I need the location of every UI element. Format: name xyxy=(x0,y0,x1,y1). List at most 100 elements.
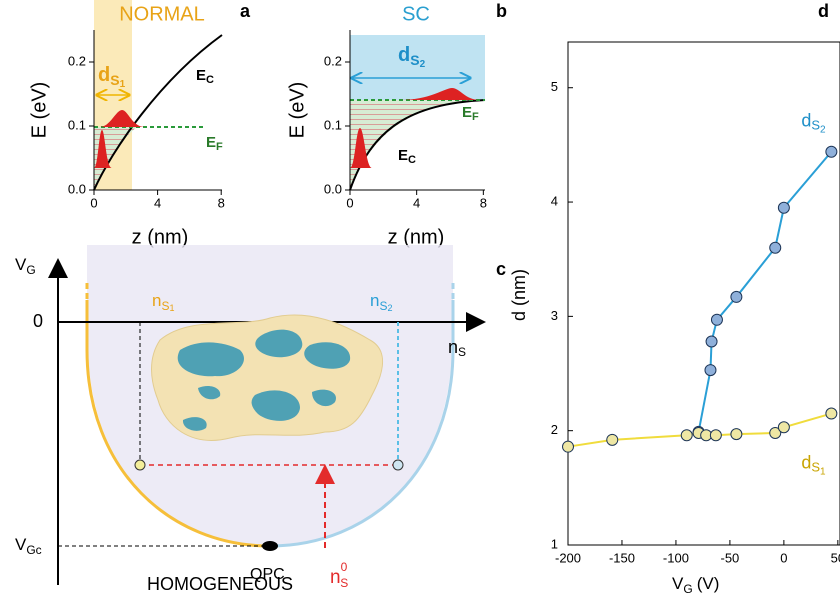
y-axis-label: d (nm) xyxy=(509,269,529,321)
ef-label: EF xyxy=(462,104,479,123)
text: V xyxy=(15,535,27,554)
figure: NORMAL dS1 EC EF z (nm) E (eV) a SC dS2 … xyxy=(0,0,840,605)
point xyxy=(607,434,618,445)
point xyxy=(710,430,721,441)
text: S xyxy=(340,576,348,590)
panel-b: SC dS2 EC EF z (nm) E (eV) b xyxy=(286,1,507,249)
text: S xyxy=(379,299,387,313)
text: E xyxy=(462,104,472,121)
point xyxy=(731,291,742,302)
series-line xyxy=(699,152,832,432)
vgc-label: VGc xyxy=(15,535,42,557)
y-tick-label: 0.1 xyxy=(324,117,342,132)
text: 1 xyxy=(820,466,826,477)
x-tick-label: 8 xyxy=(218,195,225,210)
text: 2 xyxy=(420,59,426,70)
panel-letter: b xyxy=(496,1,507,21)
panel-d: d (nm) VG(V) d xyxy=(509,1,840,596)
ef-label: EF xyxy=(206,134,223,153)
point xyxy=(563,441,574,452)
point xyxy=(711,314,722,325)
panel-title: SC xyxy=(402,3,430,25)
text: d xyxy=(398,44,410,66)
point xyxy=(826,146,837,157)
x-tick-label: 8 xyxy=(480,195,487,210)
text: d xyxy=(801,110,811,130)
y-tick-label: 0.2 xyxy=(324,53,342,68)
text: d xyxy=(801,452,811,472)
text: 1 xyxy=(120,79,126,90)
x-tick-label: 0 xyxy=(90,195,97,210)
y-axis-label: E (eV) xyxy=(286,82,308,139)
page: {"chart_data": [ {"panel": "a", "type": … xyxy=(0,0,840,605)
y-tick-label: 0.2 xyxy=(68,53,86,68)
text: 2 xyxy=(820,124,826,135)
point xyxy=(135,460,145,470)
x-tick-label: -200 xyxy=(555,550,581,565)
ec-label: EC xyxy=(398,147,416,166)
y-tick-label: 0.0 xyxy=(68,181,86,196)
x-axis-label: z (nm) xyxy=(132,226,189,248)
x-tick-label: -100 xyxy=(663,550,689,565)
text: Gc xyxy=(26,543,41,557)
text: 0 xyxy=(341,560,348,574)
y-tick-label: 5 xyxy=(551,79,558,94)
y-tick-label: 0.1 xyxy=(68,117,86,132)
text: F xyxy=(216,141,223,153)
y-tick-label: 4 xyxy=(551,193,558,208)
y-axis-label: E (eV) xyxy=(28,82,50,139)
y-tick-label: 1 xyxy=(551,536,558,551)
point xyxy=(778,202,789,213)
x-tick-label: 4 xyxy=(154,195,161,210)
point xyxy=(778,422,789,433)
text: S xyxy=(811,118,820,133)
puddle xyxy=(178,342,244,376)
text: n xyxy=(448,337,458,357)
vg-label: VG xyxy=(15,255,36,277)
point xyxy=(770,242,781,253)
text: S xyxy=(410,52,419,68)
x-tick-label: -50 xyxy=(721,550,740,565)
y-tick-label: 3 xyxy=(551,308,558,323)
point xyxy=(706,336,717,347)
panel-a: NORMAL dS1 EC EF z (nm) E (eV) a xyxy=(28,0,251,248)
panel-letter: d xyxy=(818,1,829,21)
point xyxy=(731,429,742,440)
point xyxy=(705,365,716,376)
x-tick-label: 0 xyxy=(346,195,353,210)
x-tick-label: 0 xyxy=(780,550,787,565)
caption: HOMOGENEOUS xyxy=(147,574,293,594)
qpc-point xyxy=(262,541,278,551)
panel-letter: c xyxy=(496,259,506,279)
text: C xyxy=(408,154,416,166)
text: n xyxy=(152,291,161,310)
text: d xyxy=(98,64,110,86)
text: (V) xyxy=(697,574,720,593)
panel-letter: a xyxy=(240,1,251,21)
y-tick-label: 2 xyxy=(551,422,558,437)
text: F xyxy=(472,111,479,123)
text: G xyxy=(26,263,35,277)
text: n xyxy=(370,291,379,310)
x-tick-label: 50 xyxy=(831,550,840,565)
x-axis-label: z (nm) xyxy=(388,226,445,248)
text: n xyxy=(330,567,341,588)
n0-label: n0 S xyxy=(330,560,348,590)
x-tick-label: 4 xyxy=(413,195,420,210)
text: S xyxy=(811,460,820,475)
series-label: dS2 xyxy=(801,110,826,135)
text: 1 xyxy=(169,303,174,313)
text: S xyxy=(161,299,169,313)
x-tick-label: -150 xyxy=(609,550,635,565)
text: 2 xyxy=(387,303,392,313)
text: G xyxy=(683,582,692,596)
text: V xyxy=(15,255,27,274)
point xyxy=(681,430,692,441)
series-label: dS1 xyxy=(801,452,826,477)
x-axis-label: VG(V) xyxy=(672,574,719,596)
point xyxy=(393,460,403,470)
text: E xyxy=(196,67,206,84)
text: S xyxy=(110,72,119,88)
text: C xyxy=(206,74,214,86)
